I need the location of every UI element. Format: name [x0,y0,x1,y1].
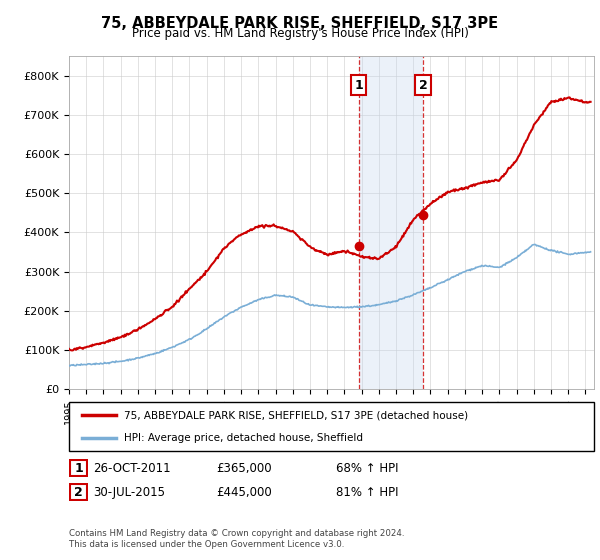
Text: £365,000: £365,000 [216,461,272,475]
Text: 2: 2 [74,486,83,499]
FancyBboxPatch shape [69,402,594,451]
Text: 68% ↑ HPI: 68% ↑ HPI [336,461,398,475]
Text: 1: 1 [74,461,83,475]
Bar [359,56,423,389]
Text: Contains HM Land Registry data © Crown copyright and database right 2024.
This d: Contains HM Land Registry data © Crown c… [69,529,404,549]
Text: 1: 1 [354,79,363,92]
Text: HPI: Average price, detached house, Sheffield: HPI: Average price, detached house, Shef… [124,433,363,444]
Text: 2: 2 [419,79,428,92]
Text: £445,000: £445,000 [216,486,272,499]
FancyBboxPatch shape [70,460,87,476]
Text: 26-OCT-2011: 26-OCT-2011 [93,461,170,475]
Text: 81% ↑ HPI: 81% ↑ HPI [336,486,398,499]
Text: 30-JUL-2015: 30-JUL-2015 [93,486,165,499]
Text: 75, ABBEYDALE PARK RISE, SHEFFIELD, S17 3PE: 75, ABBEYDALE PARK RISE, SHEFFIELD, S17 … [101,16,499,31]
Text: 75, ABBEYDALE PARK RISE, SHEFFIELD, S17 3PE (detached house): 75, ABBEYDALE PARK RISE, SHEFFIELD, S17 … [124,410,468,421]
FancyBboxPatch shape [70,484,87,500]
Text: Price paid vs. HM Land Registry's House Price Index (HPI): Price paid vs. HM Land Registry's House … [131,27,469,40]
